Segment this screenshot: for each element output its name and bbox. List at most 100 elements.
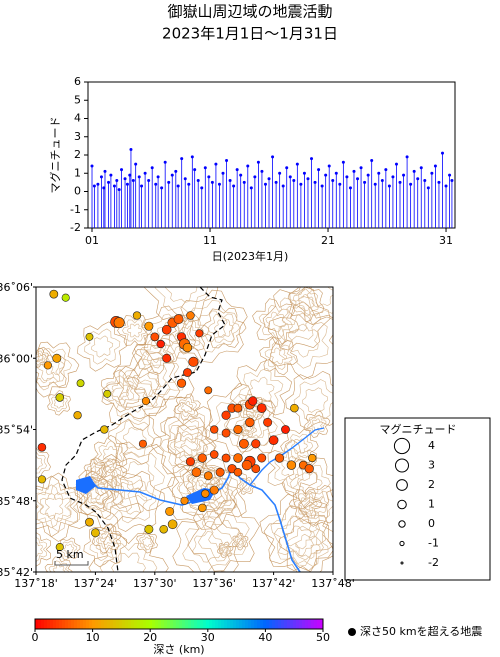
colorbar-cell — [302, 619, 306, 629]
legend-label: 1 — [428, 498, 435, 511]
stem-head — [99, 175, 103, 179]
deep-marker — [348, 628, 356, 636]
contour — [310, 496, 329, 514]
y-tick-label: 35˚42' — [0, 566, 33, 579]
contour — [177, 397, 197, 417]
quake — [197, 453, 207, 463]
colorbar-cell — [125, 619, 129, 629]
contour — [229, 359, 293, 422]
colorbar-cell — [266, 619, 270, 629]
stem-head — [187, 182, 191, 186]
contour — [285, 370, 333, 430]
quake — [188, 356, 199, 367]
stem-head — [373, 182, 377, 186]
contour — [136, 530, 158, 554]
contour — [36, 532, 52, 567]
colorbar-cell — [35, 619, 39, 629]
colorbar-cell — [197, 619, 201, 629]
colorbar-cell — [83, 619, 87, 629]
stem-head — [260, 169, 264, 173]
quake — [103, 389, 112, 398]
contour — [273, 515, 324, 566]
stem-head — [285, 166, 289, 170]
colorbar-cell — [98, 619, 102, 629]
colorbar-cell — [182, 619, 186, 629]
stem-head — [302, 171, 306, 175]
contour — [168, 313, 210, 355]
contour — [120, 384, 149, 413]
contour — [236, 537, 244, 546]
x-tick-label: 11 — [203, 234, 217, 247]
contour — [280, 428, 319, 464]
colorbar-cell — [68, 619, 72, 629]
colorbar-cell — [275, 619, 279, 629]
stem-head — [131, 179, 135, 183]
stem-head — [214, 162, 218, 166]
features — [61, 287, 325, 572]
colorbar-tick-label: 30 — [201, 631, 215, 644]
stem-head — [235, 168, 239, 172]
contour — [111, 552, 146, 572]
river — [249, 427, 325, 486]
contour — [212, 488, 229, 505]
colorbar-cell — [320, 619, 324, 629]
stem-head — [348, 186, 352, 190]
stem-head — [313, 180, 317, 184]
colorbar-cell — [200, 619, 204, 629]
contour — [39, 492, 64, 520]
colorbar-cell — [53, 619, 57, 629]
stem-head — [239, 173, 243, 177]
colorbar-cell — [239, 619, 243, 629]
colorbar-cell — [122, 619, 126, 629]
contour — [232, 532, 249, 551]
contour — [265, 311, 287, 333]
contour — [298, 485, 333, 525]
colorbar-cell — [227, 619, 231, 629]
quake — [251, 439, 261, 449]
x-tick-label: 137˚36' — [192, 577, 236, 590]
quake — [55, 543, 64, 552]
contour — [79, 476, 113, 510]
stem-head — [437, 180, 441, 184]
quake — [251, 464, 261, 474]
colorbar-cell — [278, 619, 282, 629]
contour — [110, 375, 158, 422]
colorbar-cell — [62, 619, 66, 629]
colorbar-cell — [224, 619, 228, 629]
contour — [36, 484, 71, 529]
contour — [126, 323, 143, 338]
stem-head — [232, 184, 236, 188]
contour — [216, 541, 234, 559]
colorbar-cell — [89, 619, 93, 629]
quake — [304, 464, 314, 474]
boundary — [61, 287, 226, 572]
stem-head — [174, 169, 178, 173]
colorbar-cell — [305, 619, 309, 629]
contour — [134, 333, 175, 375]
contour — [213, 319, 234, 338]
contour — [36, 448, 51, 478]
quake — [281, 425, 290, 434]
map: 5 km — [35, 286, 334, 573]
quake — [257, 453, 267, 463]
stem-head — [210, 180, 214, 184]
quake — [191, 467, 202, 478]
colorbar-cell — [71, 619, 75, 629]
contour — [160, 424, 208, 467]
legend-label: 0 — [428, 517, 435, 530]
quake — [308, 453, 317, 463]
points — [37, 289, 317, 552]
colorbar-cell — [296, 619, 300, 629]
contour — [298, 287, 333, 317]
contour — [207, 313, 240, 343]
contour — [281, 455, 304, 481]
quake — [144, 321, 154, 331]
colorbar-cell — [218, 619, 222, 629]
stem-head — [167, 180, 171, 184]
deep-note: 深さ50 kmを超える地震 — [360, 624, 482, 638]
colorbar-cell — [269, 619, 273, 629]
contour — [63, 543, 74, 555]
stem-head — [228, 179, 232, 183]
colorbar-frame — [34, 618, 324, 630]
quake — [138, 439, 147, 448]
